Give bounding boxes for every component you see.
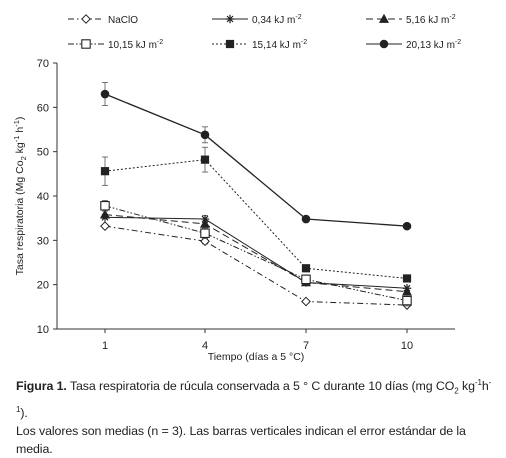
legend-label-text: 5,16 kJ m xyxy=(406,15,449,26)
legend-label-sup: -2 xyxy=(295,14,301,21)
data-point xyxy=(200,155,210,164)
data-point xyxy=(301,296,311,307)
legend-label-sup: -2 xyxy=(157,39,163,46)
legend-item-6: 20,13 kJ m-2 xyxy=(366,39,461,51)
y-axis-title-sub: 2 xyxy=(19,156,28,160)
y-axis-title: Tasa respiratoria (Mg Co2 kg-1 h-1) xyxy=(12,117,28,276)
legend-label: 15,14 kJ m-2 xyxy=(252,39,307,51)
caption-line-1: Figura 1. Tasa respiratoria de rúcula co… xyxy=(16,374,500,422)
series-line xyxy=(104,225,408,306)
y-tick-label: 10 xyxy=(37,324,49,336)
legend-item-3: 5,16 kJ m-2 xyxy=(366,13,456,26)
legend: NaClO 0,34 kJ m-2 5,16 kJ m-210,15 kJ m-2 1… xyxy=(68,13,461,51)
y-tick-label: 60 xyxy=(37,102,49,114)
legend-label-text: 10,15 kJ m xyxy=(108,40,157,51)
legend-marker xyxy=(379,39,389,49)
x-tick-label: 7 xyxy=(303,340,309,352)
caption-line-2: Los valores son medias (n = 3). Las barr… xyxy=(16,423,466,456)
series-layer xyxy=(99,82,413,310)
legend-item-5: 15,14 kJ m-2 xyxy=(212,39,307,51)
legend-item-1: NaClO xyxy=(68,14,138,26)
y-tick-label: 40 xyxy=(37,191,49,203)
data-point xyxy=(200,228,210,238)
legend-marker xyxy=(378,13,390,23)
legend-marker xyxy=(225,39,235,49)
data-point xyxy=(199,218,211,228)
x-tick-label: 4 xyxy=(202,340,208,352)
caption-label: Figura 1. xyxy=(16,379,67,394)
data-point xyxy=(301,274,311,285)
data-point xyxy=(402,221,412,231)
legend-label-text: 0,34 kJ m xyxy=(252,15,295,26)
data-point xyxy=(100,89,110,99)
caption-text-a: Tasa respiratoria de rúcula conservada a… xyxy=(66,379,455,394)
legend-marker xyxy=(225,14,235,24)
figure-caption: Figura 1. Tasa respiratoria de rúcula co… xyxy=(16,374,500,458)
legend-item-4: 10,15 kJ m-2 xyxy=(68,39,163,51)
series-line xyxy=(104,205,408,302)
data-point xyxy=(99,209,111,219)
legend-label-sup: -2 xyxy=(301,39,307,46)
series-line xyxy=(104,216,408,289)
caption-text-b: kg xyxy=(458,379,475,394)
legend-marker xyxy=(81,14,91,24)
data-point xyxy=(100,201,110,211)
legend-marker xyxy=(81,39,91,49)
series-line xyxy=(104,214,408,293)
y-axis-title-part: ) xyxy=(14,117,26,121)
y-axis-title-part: kg xyxy=(14,142,26,156)
legend-label: 0,34 kJ m-2 xyxy=(252,14,302,26)
legend-label-text: 15,14 kJ m xyxy=(252,40,301,51)
caption-text-c: h xyxy=(481,379,489,394)
series-5 xyxy=(100,146,412,283)
legend-label-text: NaClO xyxy=(108,15,138,26)
data-point xyxy=(200,130,210,140)
data-point xyxy=(301,214,311,224)
y-axis-title-sup: -1 xyxy=(12,120,21,127)
legend-label-text: 20,13 kJ m xyxy=(406,40,455,51)
x-tick-label: 1 xyxy=(102,340,108,352)
legend-label-sup: -2 xyxy=(455,39,461,46)
legend-label: 20,13 kJ m-2 xyxy=(406,39,461,51)
x-tick-label: 10 xyxy=(401,340,413,352)
legend-label: NaClO xyxy=(108,15,138,26)
caption-sub: 2 xyxy=(454,386,459,396)
data-point xyxy=(301,264,311,273)
y-tick-label: 50 xyxy=(37,147,49,159)
legend-label: 5,16 kJ m-2 xyxy=(406,14,456,26)
data-point xyxy=(100,167,110,176)
series-line xyxy=(104,93,408,227)
caption-sup1: -1 xyxy=(474,378,482,387)
caption-sup2: -1 xyxy=(16,378,492,414)
series-2 xyxy=(100,213,412,293)
y-axis-title-part: Tasa respiratoria (Mg Co xyxy=(14,160,26,275)
y-tick-label: 20 xyxy=(37,280,49,292)
legend-label-sup: -2 xyxy=(449,14,455,21)
series-6 xyxy=(100,82,412,231)
x-axis-title: Tiempo (días a 5 °C) xyxy=(208,351,305,363)
chart-axes: 10 20 30 40 50 60 70 1 4 7 10 Tiempo (días a 5 °C) T… xyxy=(12,58,455,363)
data-point xyxy=(100,221,110,232)
data-point xyxy=(402,295,412,306)
respiration-rate-chart: NaClO 0,34 kJ m-2 5,16 kJ m-210,15 kJ m-2 1… xyxy=(12,13,461,363)
series-1 xyxy=(100,221,412,310)
y-axis-title-part: h xyxy=(14,127,26,136)
y-tick-label: 30 xyxy=(37,235,49,247)
legend-item-2: 0,34 kJ m-2 xyxy=(212,14,302,26)
legend-label: 10,15 kJ m-2 xyxy=(108,39,163,51)
y-tick-label: 70 xyxy=(37,58,49,70)
y-axis-title-sup: -1 xyxy=(12,136,21,143)
data-point xyxy=(402,274,412,283)
series-4 xyxy=(100,200,412,307)
data-point xyxy=(200,236,210,247)
caption-text-d: ). xyxy=(20,405,28,420)
